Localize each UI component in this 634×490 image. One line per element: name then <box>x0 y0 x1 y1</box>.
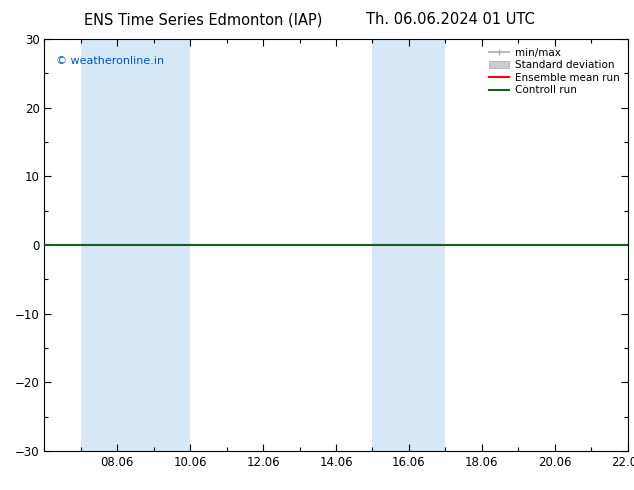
Bar <box>372 39 445 451</box>
Text: Th. 06.06.2024 01 UTC: Th. 06.06.2024 01 UTC <box>366 12 534 27</box>
Legend: min/max, Standard deviation, Ensemble mean run, Controll run: min/max, Standard deviation, Ensemble me… <box>486 45 623 98</box>
Bar <box>81 39 190 451</box>
Text: ENS Time Series Edmonton (IAP): ENS Time Series Edmonton (IAP) <box>84 12 322 27</box>
Text: © weatheronline.in: © weatheronline.in <box>56 56 164 66</box>
